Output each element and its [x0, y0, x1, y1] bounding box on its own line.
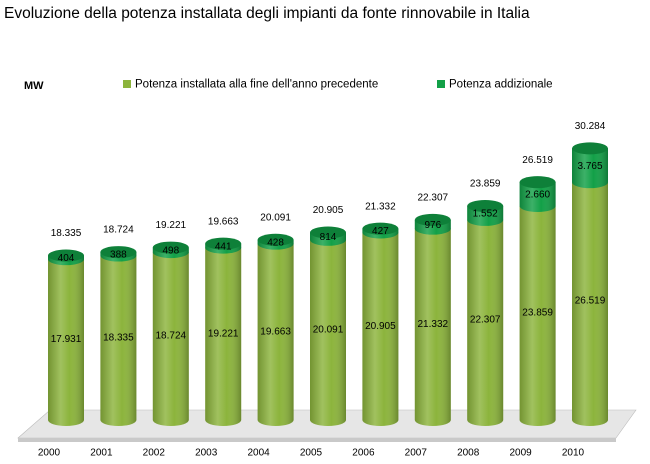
bar-cap [572, 142, 608, 155]
value-label: 814 [320, 232, 337, 243]
bar-cap [48, 249, 84, 262]
x-tick-label: 2006 [352, 448, 375, 459]
bar-cap [257, 233, 294, 246]
bar-cap [152, 241, 189, 254]
x-tick-label: 2008 [457, 448, 480, 459]
value-label: 19.221 [208, 328, 239, 339]
total-label: 18.724 [103, 225, 134, 236]
bar-cap [100, 246, 137, 259]
legend-label: Potenza installata alla fine dell'anno p… [135, 79, 378, 91]
legend-swatch [123, 80, 131, 88]
total-label: 19.663 [208, 216, 239, 227]
value-label: 427 [372, 226, 389, 237]
x-tick-label: 2002 [143, 448, 166, 459]
total-label: 20.091 [260, 212, 291, 223]
floor-edge [18, 438, 616, 442]
value-label: 19.663 [260, 326, 291, 337]
x-tick-label: 2003 [195, 448, 218, 459]
total-label: 21.332 [365, 201, 396, 212]
total-label: 30.284 [575, 121, 606, 132]
value-label: 17.931 [51, 334, 82, 345]
x-tick-label: 2000 [38, 448, 61, 459]
value-label: 388 [110, 249, 127, 260]
value-label: 20.905 [365, 321, 396, 332]
value-label: 2.660 [525, 190, 550, 201]
bar-cap [467, 200, 504, 213]
value-label: 26.519 [575, 296, 606, 307]
total-label: 20.905 [313, 205, 344, 216]
total-label: 18.335 [51, 228, 82, 239]
bar-shade [467, 219, 504, 426]
bar-shade [572, 182, 608, 426]
bar-shade [519, 182, 556, 213]
value-label: 21.332 [418, 319, 449, 330]
value-label: 23.859 [522, 308, 553, 319]
x-tick-label: 2009 [509, 448, 532, 459]
total-label: 23.859 [470, 179, 501, 190]
value-label: 20.091 [313, 325, 344, 336]
value-label: 22.307 [470, 315, 501, 326]
total-label: 19.221 [156, 220, 187, 231]
x-tick-label: 2010 [562, 448, 585, 459]
bar-shade [519, 206, 556, 426]
bar-cap [519, 176, 556, 189]
value-label: 976 [424, 220, 441, 231]
chart-title: Evoluzione della potenza installata degl… [4, 5, 530, 22]
value-label: 498 [162, 245, 179, 256]
bar-cap [414, 213, 451, 226]
x-tick-label: 2004 [247, 448, 270, 459]
total-label: 22.307 [418, 193, 449, 204]
value-label: 18.724 [156, 331, 187, 342]
bar-cap [310, 226, 346, 239]
x-tick-label: 2005 [300, 448, 323, 459]
y-axis-label: MW [24, 80, 44, 92]
bar-shade [257, 243, 294, 426]
total-label: 26.519 [522, 155, 553, 166]
value-label: 441 [215, 241, 232, 252]
legend-swatch [437, 80, 445, 88]
bar-shade [414, 228, 451, 426]
bar-shade [362, 232, 399, 426]
bar-shade [205, 247, 242, 426]
bar-cap [362, 222, 399, 235]
bar-shade [310, 239, 346, 426]
bar-shade [100, 255, 137, 426]
bar-shade [572, 148, 608, 189]
value-label: 404 [58, 253, 75, 264]
value-label: 428 [267, 237, 284, 248]
bar-shade [48, 259, 84, 426]
x-tick-label: 2007 [405, 448, 428, 459]
bar-shade [152, 252, 189, 426]
bar-cap [205, 237, 242, 250]
value-label: 3.765 [577, 161, 602, 172]
value-label: 18.335 [103, 332, 134, 343]
legend-label: Potenza addizionale [449, 79, 553, 91]
value-label: 1.552 [473, 209, 498, 220]
x-tick-label: 2001 [90, 448, 113, 459]
